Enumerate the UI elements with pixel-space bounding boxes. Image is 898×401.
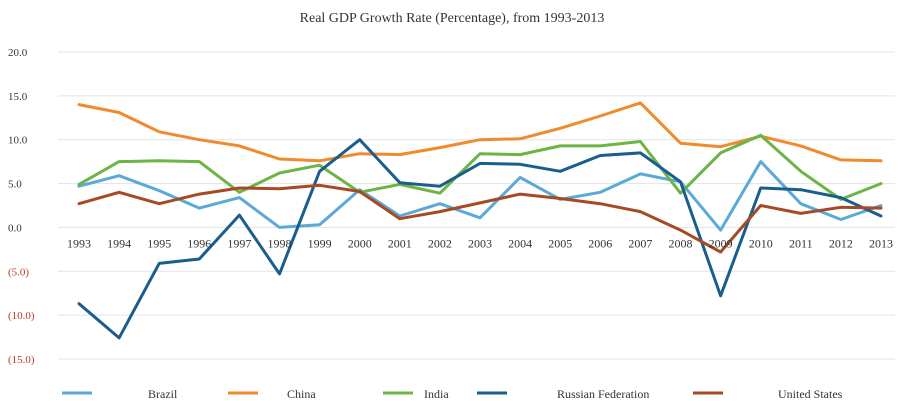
x-tick-label: 1999 — [308, 236, 332, 250]
x-tick-label: 1995 — [147, 236, 171, 250]
y-axis-ticks: 20.0 15.0 10.0 5.0 0.0 (5.0) (10.0) (15.0) — [8, 47, 35, 366]
x-tick-label: 2011 — [789, 236, 813, 250]
y-tick-label: 20.0 — [8, 47, 28, 59]
x-tick-label: 2003 — [468, 236, 492, 250]
x-tick-label: 2008 — [669, 236, 693, 250]
x-tick-label: 1993 — [67, 236, 91, 250]
legend-label: China — [287, 387, 316, 401]
legend-label: United States — [778, 387, 843, 401]
legend-label: Brazil — [148, 387, 178, 401]
x-tick-label: 2005 — [548, 236, 572, 250]
y-tick-label: 5.0 — [8, 179, 22, 191]
series-lines — [77, 101, 883, 340]
legend-label: India — [424, 387, 449, 401]
legend: Brazil China India Russian Federation United… — [62, 387, 843, 401]
series-line-china — [77, 101, 883, 163]
y-tick-label: (10.0) — [8, 310, 35, 322]
x-tick-label: 2001 — [388, 236, 412, 250]
x-tick-label: 2006 — [588, 236, 612, 250]
x-tick-label: 2007 — [628, 236, 652, 250]
x-axis-ticks: 1993 1994 1995 1996 1997 1998 1999 2000 2001 2002… — [67, 236, 893, 250]
x-tick-label: 2004 — [508, 236, 532, 250]
y-tick-label: (15.0) — [8, 354, 35, 366]
x-tick-label: 2010 — [749, 236, 773, 250]
y-tick-label: 0.0 — [8, 222, 22, 234]
x-tick-label: 2013 — [869, 236, 893, 250]
series-line-russian-federation — [77, 138, 883, 340]
y-tick-label: 15.0 — [8, 91, 28, 103]
y-tick-label: 10.0 — [8, 135, 28, 147]
x-tick-label: 2002 — [428, 236, 452, 250]
gridlines — [58, 51, 895, 360]
series-line-india — [77, 133, 883, 201]
chart-title: Real GDP Growth Rate (Percentage), from … — [300, 11, 605, 26]
x-tick-label: 2000 — [348, 236, 372, 250]
x-tick-label: 1997 — [227, 236, 251, 250]
legend-label: Russian Federation — [557, 387, 649, 401]
series-line-united-states — [77, 183, 883, 254]
series-line-brazil — [77, 160, 883, 232]
x-tick-label: 2009 — [709, 236, 733, 250]
x-tick-label: 2012 — [829, 236, 853, 250]
x-tick-label: 1994 — [107, 236, 131, 250]
x-tick-label: 1996 — [187, 236, 211, 250]
y-tick-label: (5.0) — [8, 266, 29, 278]
x-tick-label: 1998 — [268, 236, 292, 250]
